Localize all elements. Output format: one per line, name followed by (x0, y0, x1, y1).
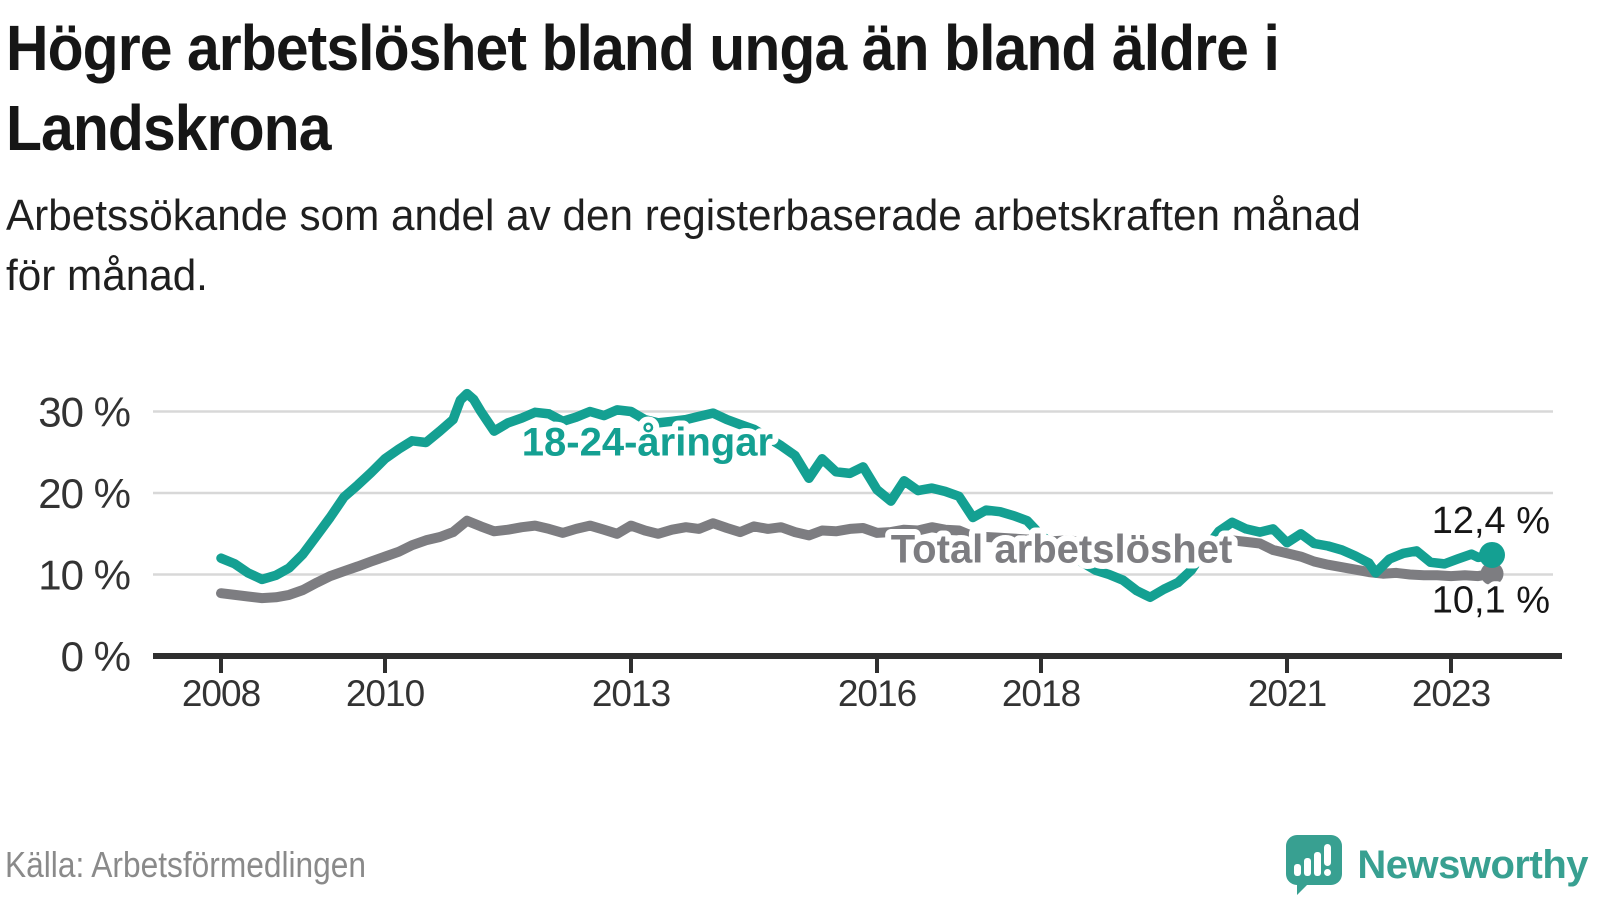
chart-subtitle: Arbetssökande som andel av den registerb… (6, 186, 1361, 306)
y-tick-label: 10 % (38, 552, 130, 599)
exclamation-dot (1324, 869, 1332, 876)
data-lines (216, 388, 1497, 604)
unemployment-line-chart: 0 % 10 % 20 % 30 % 2008 2010 2013 2016 2018 2021… (38, 388, 1562, 714)
x-tick-label: 2008 (182, 673, 260, 714)
x-tick-label: 2018 (1002, 673, 1080, 714)
x-tick-label: 2021 (1248, 673, 1326, 714)
end-dot-0 (1480, 562, 1504, 586)
x-tick-label: 2013 (592, 673, 670, 714)
x-tick-label: 2023 (1412, 673, 1490, 714)
end-dot-1 (1479, 541, 1505, 568)
series-label-0: Total arbetslöshet (891, 527, 1233, 571)
x-tick-label: 2010 (346, 673, 425, 714)
end-value-label-0: 10,1 % (1432, 580, 1550, 622)
title-line-2: Landskrona (6, 92, 331, 164)
series-labels: Total arbetslöshet 18-24-åringar (516, 415, 1238, 578)
exclamation-bar (1324, 844, 1332, 866)
subtitle-line-2: för månad. (6, 251, 208, 300)
bar-1 (1294, 864, 1302, 876)
line-series-0 (216, 515, 1497, 604)
y-tick-label: 0 % (61, 633, 130, 680)
series-label-1: 18-24-åringar (522, 421, 773, 465)
x-axis: 2008 2010 2013 2016 2018 2021 2023 (153, 653, 1562, 714)
end-dots (1479, 541, 1505, 586)
newsworthy-logo: Newsworthy (1285, 834, 1588, 896)
bar-3 (1314, 852, 1322, 876)
end-value-labels: 10,1 % 12,4 % (1427, 495, 1555, 627)
newsworthy-bubble-icon (1286, 835, 1343, 895)
x-tick-label: 2016 (838, 673, 916, 714)
subtitle-line-1: Arbetssökande som andel av den registerb… (6, 191, 1361, 240)
bar-2 (1304, 858, 1312, 876)
line-series-1 (216, 388, 1497, 603)
page-title: Högre arbetslöshet bland unga än bland ä… (6, 8, 1280, 168)
y-tick-label: 20 % (38, 470, 130, 517)
title-line-1: Högre arbetslöshet bland unga än bland ä… (6, 12, 1280, 84)
end-value-label-1: 12,4 % (1432, 500, 1550, 542)
brand-wordmark: Newsworthy (1357, 842, 1588, 887)
y-tick-label: 30 % (38, 389, 130, 436)
gridlines: 0 % 10 % 20 % 30 % (38, 389, 1553, 680)
source-note: Källa: Arbetsförmedlingen (5, 844, 367, 885)
